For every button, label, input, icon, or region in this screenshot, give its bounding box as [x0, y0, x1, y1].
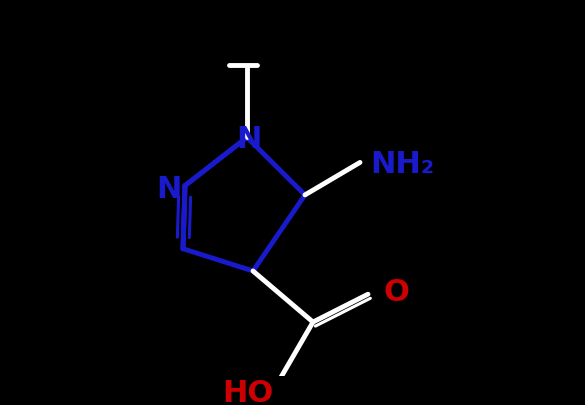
Text: HO: HO — [222, 379, 274, 405]
Text: N: N — [236, 125, 261, 154]
Text: O: O — [383, 278, 409, 307]
Text: NH₂: NH₂ — [370, 150, 434, 179]
Text: N: N — [156, 175, 182, 204]
